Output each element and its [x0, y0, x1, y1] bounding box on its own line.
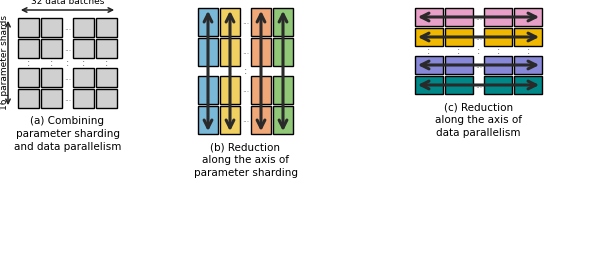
Text: ...: ... [242, 17, 249, 27]
Text: (c) Reduction
along the axis of
data parallelism: (c) Reduction along the axis of data par… [435, 102, 522, 138]
Bar [514, 28, 542, 46]
Bar [73, 68, 94, 87]
Text: :: : [82, 58, 85, 68]
Text: ...: ... [242, 47, 249, 57]
Text: :: : [27, 58, 30, 68]
Text: :: : [244, 66, 247, 76]
Text: ...: ... [64, 44, 71, 53]
Text: ...: ... [64, 73, 71, 82]
Text: :: : [526, 46, 529, 56]
Bar [18, 39, 39, 58]
Text: :: : [66, 58, 69, 68]
Bar [445, 56, 473, 74]
Bar [273, 8, 293, 36]
Text: ...: ... [64, 94, 71, 103]
Bar [273, 106, 293, 134]
Bar [18, 89, 39, 108]
Text: :: : [497, 46, 500, 56]
Text: ...: ... [242, 116, 249, 125]
Bar [96, 89, 117, 108]
Bar [96, 39, 117, 58]
Text: ...: ... [475, 80, 482, 90]
Bar [198, 38, 218, 66]
Text: ...: ... [242, 85, 249, 95]
Text: :: : [228, 66, 232, 76]
Bar [415, 28, 443, 46]
Bar [96, 68, 117, 87]
Bar [220, 8, 240, 36]
Bar [73, 89, 94, 108]
Bar [251, 76, 271, 104]
Bar [220, 76, 240, 104]
Bar [514, 56, 542, 74]
Bar [445, 8, 473, 26]
Text: :: : [281, 66, 285, 76]
Text: :: : [105, 58, 108, 68]
Bar [514, 76, 542, 94]
Text: :: : [458, 46, 461, 56]
Bar [415, 56, 443, 74]
Bar [96, 18, 117, 37]
Text: 16 parameter shards: 16 parameter shards [1, 16, 10, 110]
Bar [18, 68, 39, 87]
Text: :: : [477, 46, 480, 56]
Text: :: : [206, 66, 210, 76]
Bar [273, 38, 293, 66]
Bar [73, 39, 94, 58]
Bar [198, 76, 218, 104]
Bar [41, 39, 62, 58]
Bar [484, 8, 512, 26]
Bar [198, 8, 218, 36]
Text: ...: ... [475, 32, 482, 42]
Bar [484, 56, 512, 74]
Text: :: : [50, 58, 53, 68]
Bar [251, 106, 271, 134]
Bar [273, 76, 293, 104]
Bar [445, 28, 473, 46]
Bar [251, 38, 271, 66]
Text: (a) Combining
parameter sharding
and data parallelism: (a) Combining parameter sharding and dat… [14, 116, 121, 152]
Bar [415, 8, 443, 26]
Text: :: : [259, 66, 263, 76]
Text: (b) Reduction
along the axis of
parameter sharding: (b) Reduction along the axis of paramete… [193, 142, 298, 178]
Bar [41, 18, 62, 37]
Text: ...: ... [475, 61, 482, 69]
Bar [445, 76, 473, 94]
Bar [41, 68, 62, 87]
Text: ...: ... [475, 13, 482, 21]
Bar [18, 18, 39, 37]
Bar [514, 8, 542, 26]
Text: ...: ... [64, 23, 71, 32]
Bar [220, 38, 240, 66]
Bar [41, 89, 62, 108]
Bar [484, 76, 512, 94]
Text: :: : [428, 46, 431, 56]
Text: 32 data batches: 32 data batches [31, 0, 104, 6]
Bar [198, 106, 218, 134]
Bar [220, 106, 240, 134]
Bar [484, 28, 512, 46]
Bar [73, 18, 94, 37]
Bar [251, 8, 271, 36]
Bar [415, 76, 443, 94]
